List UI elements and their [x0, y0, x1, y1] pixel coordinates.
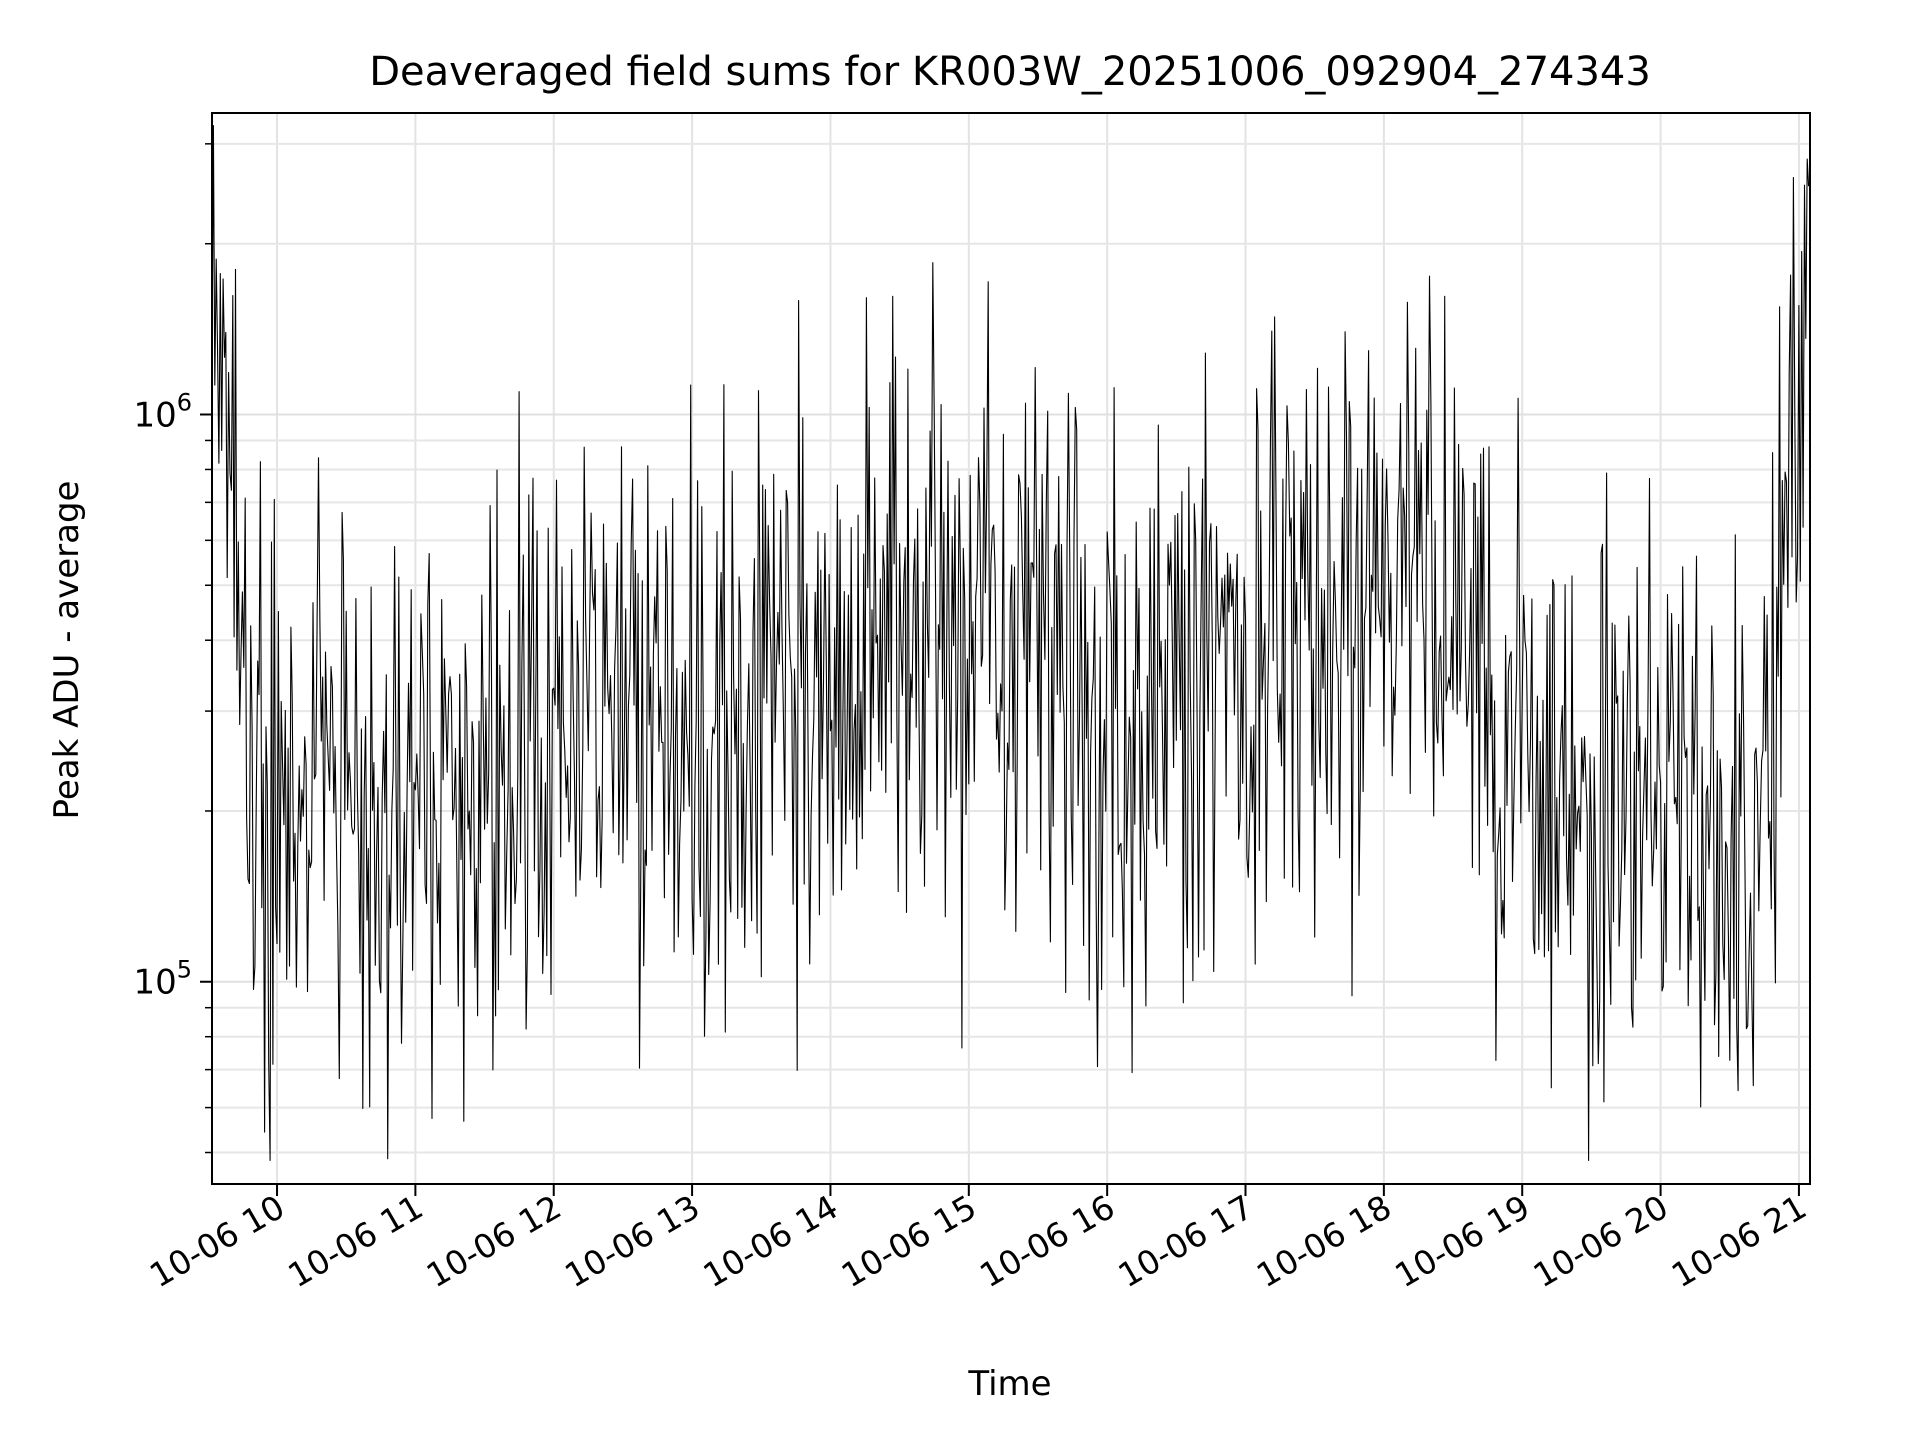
- x-axis-label: Time: [967, 1364, 1051, 1404]
- y-tick-label: 106: [133, 388, 192, 435]
- grid: [212, 113, 1810, 1184]
- y-tick-label: 105: [133, 956, 192, 1003]
- series-group: [211, 125, 1810, 1162]
- y-axis-label: Peak ADU - average: [47, 481, 87, 820]
- plot-frame: [211, 112, 1811, 1185]
- chart-title: Deaveraged field sums for KR003W_2025100…: [369, 49, 1651, 95]
- series-line: [211, 125, 1810, 1162]
